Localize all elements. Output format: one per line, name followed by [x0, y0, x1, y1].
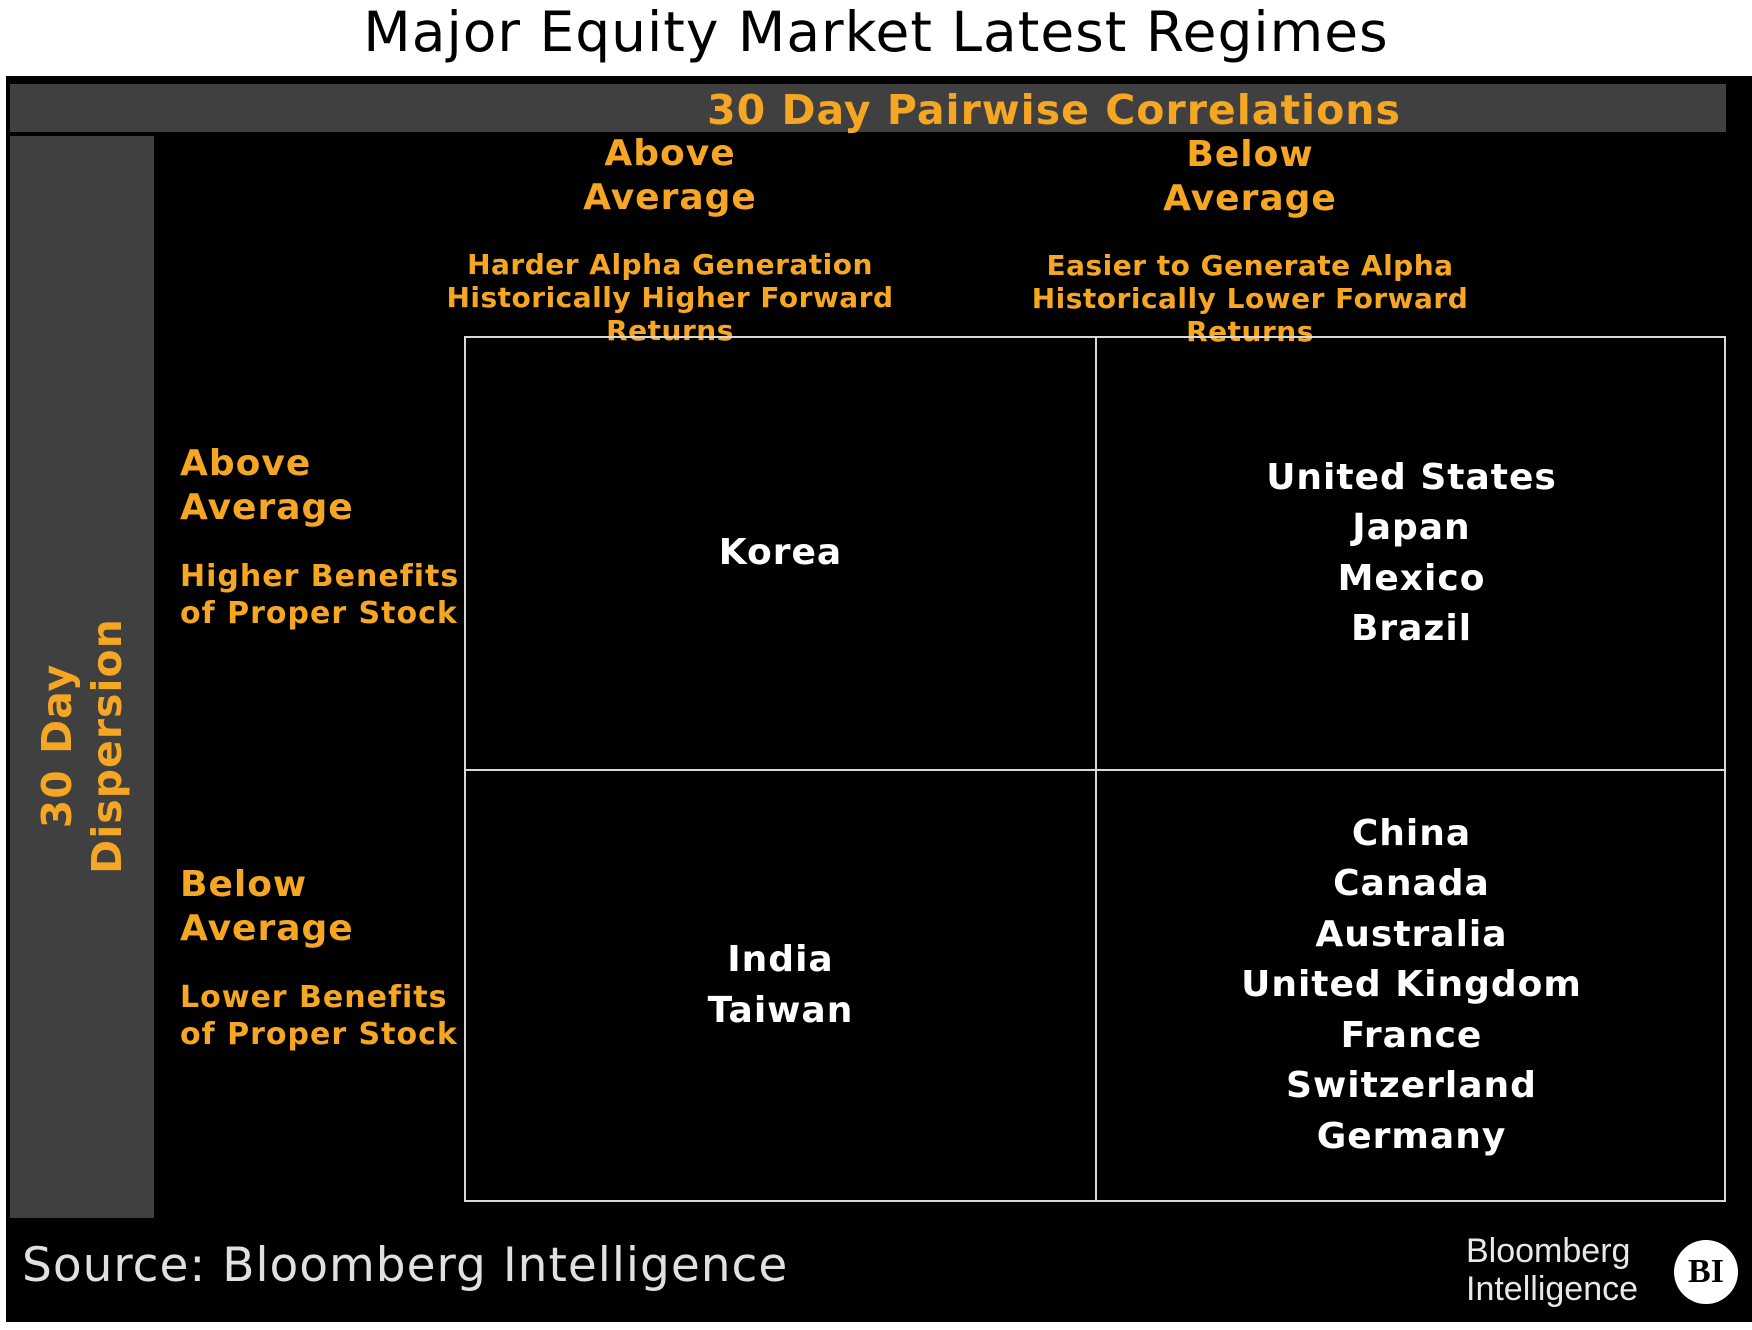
country-label: Brazil: [1350, 608, 1473, 649]
column-heading: Above Average: [583, 133, 757, 218]
country-label: France: [1340, 1014, 1483, 1056]
correlation-axis-band: 30 Day Pairwise Correlations: [10, 84, 1726, 134]
quadrant-grid: Korea United States Japan Mexico Brazil …: [464, 336, 1726, 1202]
column-header-below-average: Below Average Easier to Generate Alpha H…: [980, 133, 1520, 348]
dispersion-axis-label: 30 Day Dispersion: [33, 618, 131, 874]
country-label: Korea: [718, 532, 843, 574]
quadrant-bottom-left: India Taiwan: [466, 771, 1095, 1200]
column-header-above-average: Above Average Harder Alpha Generation Hi…: [410, 132, 930, 347]
quadrant-top-left: Korea: [466, 338, 1095, 769]
country-label: India: [727, 939, 834, 980]
country-label: China: [1351, 812, 1472, 854]
quadrant-top-right: United States Japan Mexico Brazil: [1097, 338, 1726, 769]
country-label: Mexico: [1337, 557, 1486, 599]
row-note: Higher Benefits of Proper Stock: [180, 559, 460, 631]
row-note: Lower Benefits of Proper Stock: [180, 980, 458, 1052]
column-note: Easier to Generate Alpha Historically Lo…: [1031, 249, 1469, 348]
source-caption: Source: Bloomberg Intelligence: [22, 1238, 789, 1293]
country-label: Japan: [1352, 507, 1471, 548]
grid-divider-horizontal: [466, 769, 1724, 771]
column-heading: Below Average: [1163, 134, 1337, 219]
row-heading: Below Average: [180, 864, 354, 949]
bi-badge-icon: BI: [1674, 1240, 1738, 1304]
country-label: United Kingdom: [1241, 964, 1582, 1006]
country-label: Australia: [1315, 913, 1508, 955]
country-label: Germany: [1316, 1115, 1507, 1157]
correlation-axis-label: 30 Day Pairwise Correlations: [707, 86, 1401, 134]
page-title: Major Equity Market Latest Regimes: [363, 0, 1389, 64]
row-header-above-average: Above Average Higher Benefits of Proper …: [180, 442, 459, 632]
column-note: Harder Alpha Generation Historically Hig…: [446, 248, 894, 347]
row-header-below-average: Below Average Lower Benefits of Proper S…: [180, 863, 458, 1053]
regime-matrix-panel: 30 Day Pairwise Correlations 30 Day Disp…: [6, 76, 1752, 1322]
country-label: Switzerland: [1286, 1065, 1537, 1107]
country-label: Taiwan: [707, 989, 854, 1031]
dispersion-axis-band: 30 Day Dispersion: [10, 136, 154, 1218]
bloomberg-intelligence-logo: Bloomberg Intelligence: [1466, 1232, 1639, 1308]
row-heading: Above Average: [180, 443, 354, 528]
quadrant-bottom-right: China Canada Australia United Kingdom Fr…: [1097, 771, 1726, 1200]
country-label: Canada: [1333, 863, 1490, 905]
country-label: United States: [1266, 456, 1557, 498]
